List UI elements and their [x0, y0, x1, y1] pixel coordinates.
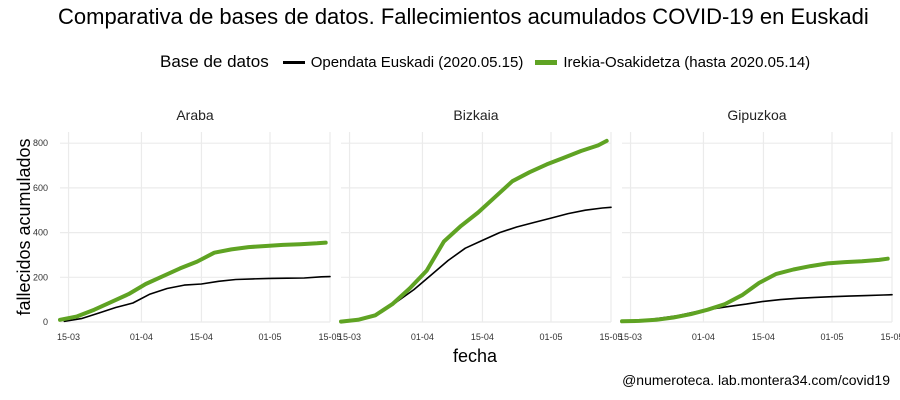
legend-title: Base de datos	[160, 52, 269, 71]
panel-title: Araba	[176, 107, 214, 123]
x-axis-title: fecha	[453, 346, 498, 366]
legend-item-irekia: Irekia-Osakidetza (hasta 2020.05.14)	[535, 54, 810, 71]
y-tick-label: 0	[43, 317, 48, 327]
x-tick-label: 15-04	[752, 332, 775, 342]
panel-title: Gipuzkoa	[727, 107, 786, 123]
legend: Base de datos Opendata Euskadi (2020.05.…	[160, 50, 822, 74]
caption: @numeroteca. lab.montera34.com/covid19	[622, 372, 890, 388]
legend-label-opendata: Opendata Euskadi (2020.05.15)	[310, 53, 524, 71]
legend-item-opendata: Opendata Euskadi (2020.05.15)	[282, 53, 524, 71]
legend-label-irekia: Irekia-Osakidetza (hasta 2020.05.14)	[563, 53, 811, 71]
series-line-irekia	[339, 138, 609, 324]
y-tick-label: 200	[33, 272, 48, 282]
x-tick-label: 15-03	[57, 332, 80, 342]
x-tick-label: 15-04	[471, 332, 494, 342]
x-tick-label: 15-05	[880, 332, 900, 342]
legend-swatch-irekia	[535, 59, 558, 65]
series-line-opendata	[63, 275, 331, 323]
x-tick-label: 01-04	[130, 332, 153, 342]
x-tick-label: 15-03	[338, 332, 361, 342]
x-tick-label: 15-03	[619, 332, 642, 342]
y-axis-title: fallecidos acumulados	[14, 138, 34, 315]
x-tick-label: 01-04	[411, 332, 434, 342]
series-line-irekia	[620, 256, 890, 324]
x-tick-label: 15-05	[599, 332, 622, 342]
series-line-opendata	[344, 206, 612, 323]
chart-title: Comparativa de bases de datos. Fallecimi…	[58, 4, 869, 29]
series-line-irekia	[58, 240, 328, 322]
x-tick-label: 01-05	[820, 332, 843, 342]
x-tick-label: 15-04	[190, 332, 213, 342]
panel-title: Bizkaia	[453, 107, 498, 123]
x-tick-label: 15-05	[318, 332, 341, 342]
y-tick-label: 800	[33, 138, 48, 148]
y-tick-label: 400	[33, 228, 48, 238]
x-tick-label: 01-05	[539, 332, 562, 342]
x-tick-label: 01-05	[258, 332, 281, 342]
legend-swatch-opendata	[282, 60, 305, 64]
y-tick-label: 600	[33, 183, 48, 193]
x-tick-label: 01-04	[692, 332, 715, 342]
